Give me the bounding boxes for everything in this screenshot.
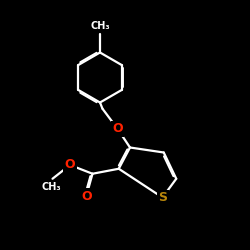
Text: O: O xyxy=(112,122,123,135)
Text: O: O xyxy=(81,190,92,203)
Text: O: O xyxy=(65,158,75,172)
Text: CH₃: CH₃ xyxy=(90,21,110,31)
Text: S: S xyxy=(158,191,167,204)
Text: CH₃: CH₃ xyxy=(42,182,61,192)
